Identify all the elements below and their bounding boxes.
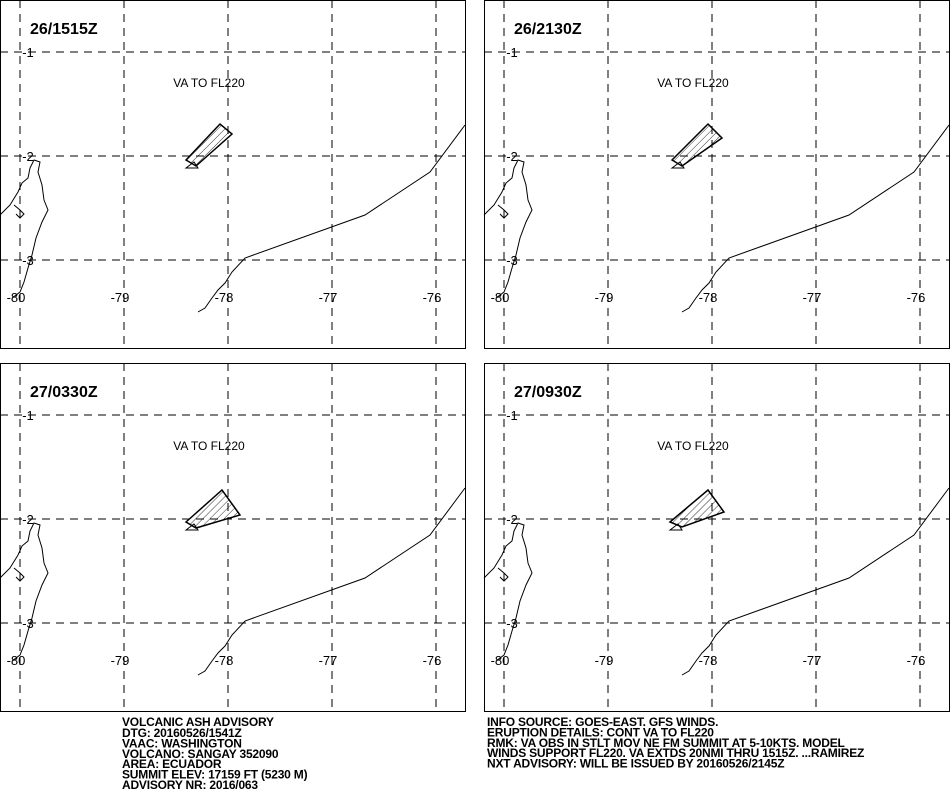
- advisory-title: VOLCANIC ASH ADVISORY: [122, 715, 274, 729]
- lon-label: -78: [215, 290, 234, 305]
- advisory-line: VOLCANO: SANGAY 352090: [122, 747, 279, 761]
- border-line: [681, 124, 950, 313]
- lat-label: -2: [22, 149, 34, 164]
- panel-label: VA TO FL220: [173, 76, 245, 90]
- map-panel: -80 -79 -78 -77 -76 -1 -2 -3 27/0330Z VA TO FL220: [0, 363, 466, 712]
- lon-label: -80: [7, 290, 26, 305]
- lon-label: -80: [491, 290, 510, 305]
- volcano-marker: [668, 523, 683, 531]
- coastline: [483, 159, 533, 299]
- panel-time: 26/2130Z: [514, 21, 582, 38]
- lat-label: -1: [22, 45, 34, 60]
- lon-label: -80: [491, 653, 510, 668]
- lon-label: -76: [907, 653, 926, 668]
- coastline: [483, 522, 533, 662]
- lon-label: -78: [215, 653, 234, 668]
- lon-label: -76: [423, 653, 442, 668]
- lat-label: -3: [506, 253, 518, 268]
- coastline: [13, 567, 25, 582]
- map-panel: -80 -79 -78 -77 -76 -1 -2 -3 27/0930Z VA TO FL220: [483, 363, 950, 712]
- lon-label: -77: [803, 290, 822, 305]
- lon-label: -79: [595, 653, 614, 668]
- lon-label: -79: [111, 653, 130, 668]
- panel-frame: [0, 0, 466, 349]
- lat-label: -2: [506, 149, 518, 164]
- ash-area: [668, 488, 726, 528]
- advisory-line: SUMMIT ELEV: 17159 FT (5230 M): [122, 768, 308, 782]
- lon-label: -77: [319, 653, 338, 668]
- lon-label: -79: [111, 290, 130, 305]
- panel-time: 27/0330Z: [30, 384, 98, 401]
- lat-label: -3: [22, 253, 34, 268]
- ash-area: [184, 488, 242, 529]
- lon-label: -77: [319, 290, 338, 305]
- volcano-marker: [670, 161, 685, 169]
- volcano-marker: [184, 523, 199, 531]
- panel-time: 27/0930Z: [514, 384, 582, 401]
- advisory-line: ERUPTION DETAILS: CONT VA TO FL220: [487, 725, 714, 739]
- lon-label: -76: [907, 290, 926, 305]
- lon-label: -76: [423, 290, 442, 305]
- lat-label: -3: [22, 616, 34, 631]
- panel-label: VA TO FL220: [173, 439, 245, 453]
- advisory-line: DTG: 20160526/1541Z: [122, 726, 242, 740]
- ash-area: [184, 122, 234, 167]
- coastline: [0, 159, 49, 299]
- lat-label: -1: [22, 408, 34, 423]
- lat-label: -1: [506, 408, 518, 423]
- advisory-line: INFO SOURCE: GOES-EAST. GFS WINDS.: [487, 715, 718, 729]
- panel-frame: [484, 363, 950, 712]
- map-panel: -80 -79 -78 -77 -76 -1 -2 -3 26/1515Z VA TO FL220: [0, 0, 466, 349]
- lon-label: -77: [803, 653, 822, 668]
- lat-label: -3: [506, 616, 518, 631]
- coastline: [0, 522, 49, 662]
- coastline: [497, 204, 509, 219]
- panel-frame: [484, 0, 950, 349]
- panel-time: 26/1515Z: [30, 21, 98, 38]
- advisory-line: VAAC: WASHINGTON: [122, 736, 242, 750]
- advisory-line: AREA: ECUADOR: [122, 757, 222, 771]
- coastline: [13, 204, 25, 219]
- panel-label: VA TO FL220: [657, 76, 729, 90]
- ash-area: [670, 122, 724, 167]
- panel-label: VA TO FL220: [657, 439, 729, 453]
- border-line: [197, 487, 466, 676]
- advisory-line: NXT ADVISORY: WILL BE ISSUED BY 20160526…: [487, 757, 784, 771]
- lon-label: -79: [595, 290, 614, 305]
- lon-label: -80: [7, 653, 26, 668]
- volcano-marker: [184, 161, 199, 169]
- lon-label: -78: [699, 653, 718, 668]
- advisory-line: ADVISORY NR: 2016/063: [122, 778, 258, 792]
- lat-label: -2: [22, 512, 34, 527]
- lat-label: -2: [506, 512, 518, 527]
- border-line: [681, 487, 950, 676]
- lat-label: -1: [506, 45, 518, 60]
- border-line: [197, 124, 466, 313]
- advisory-line: WINDS SUPPORT FL220. VA EXTDS 20NMI THRU…: [487, 746, 864, 760]
- panel-frame: [0, 363, 466, 712]
- advisory-line: RMK: VA OBS IN STLT MOV NE FM SUMMIT AT …: [487, 736, 845, 750]
- map-panel: -80 -79 -78 -77 -76 -1 -2 -3 26/2130Z VA TO FL220: [483, 0, 950, 349]
- lon-label: -78: [699, 290, 718, 305]
- coastline: [497, 567, 509, 582]
